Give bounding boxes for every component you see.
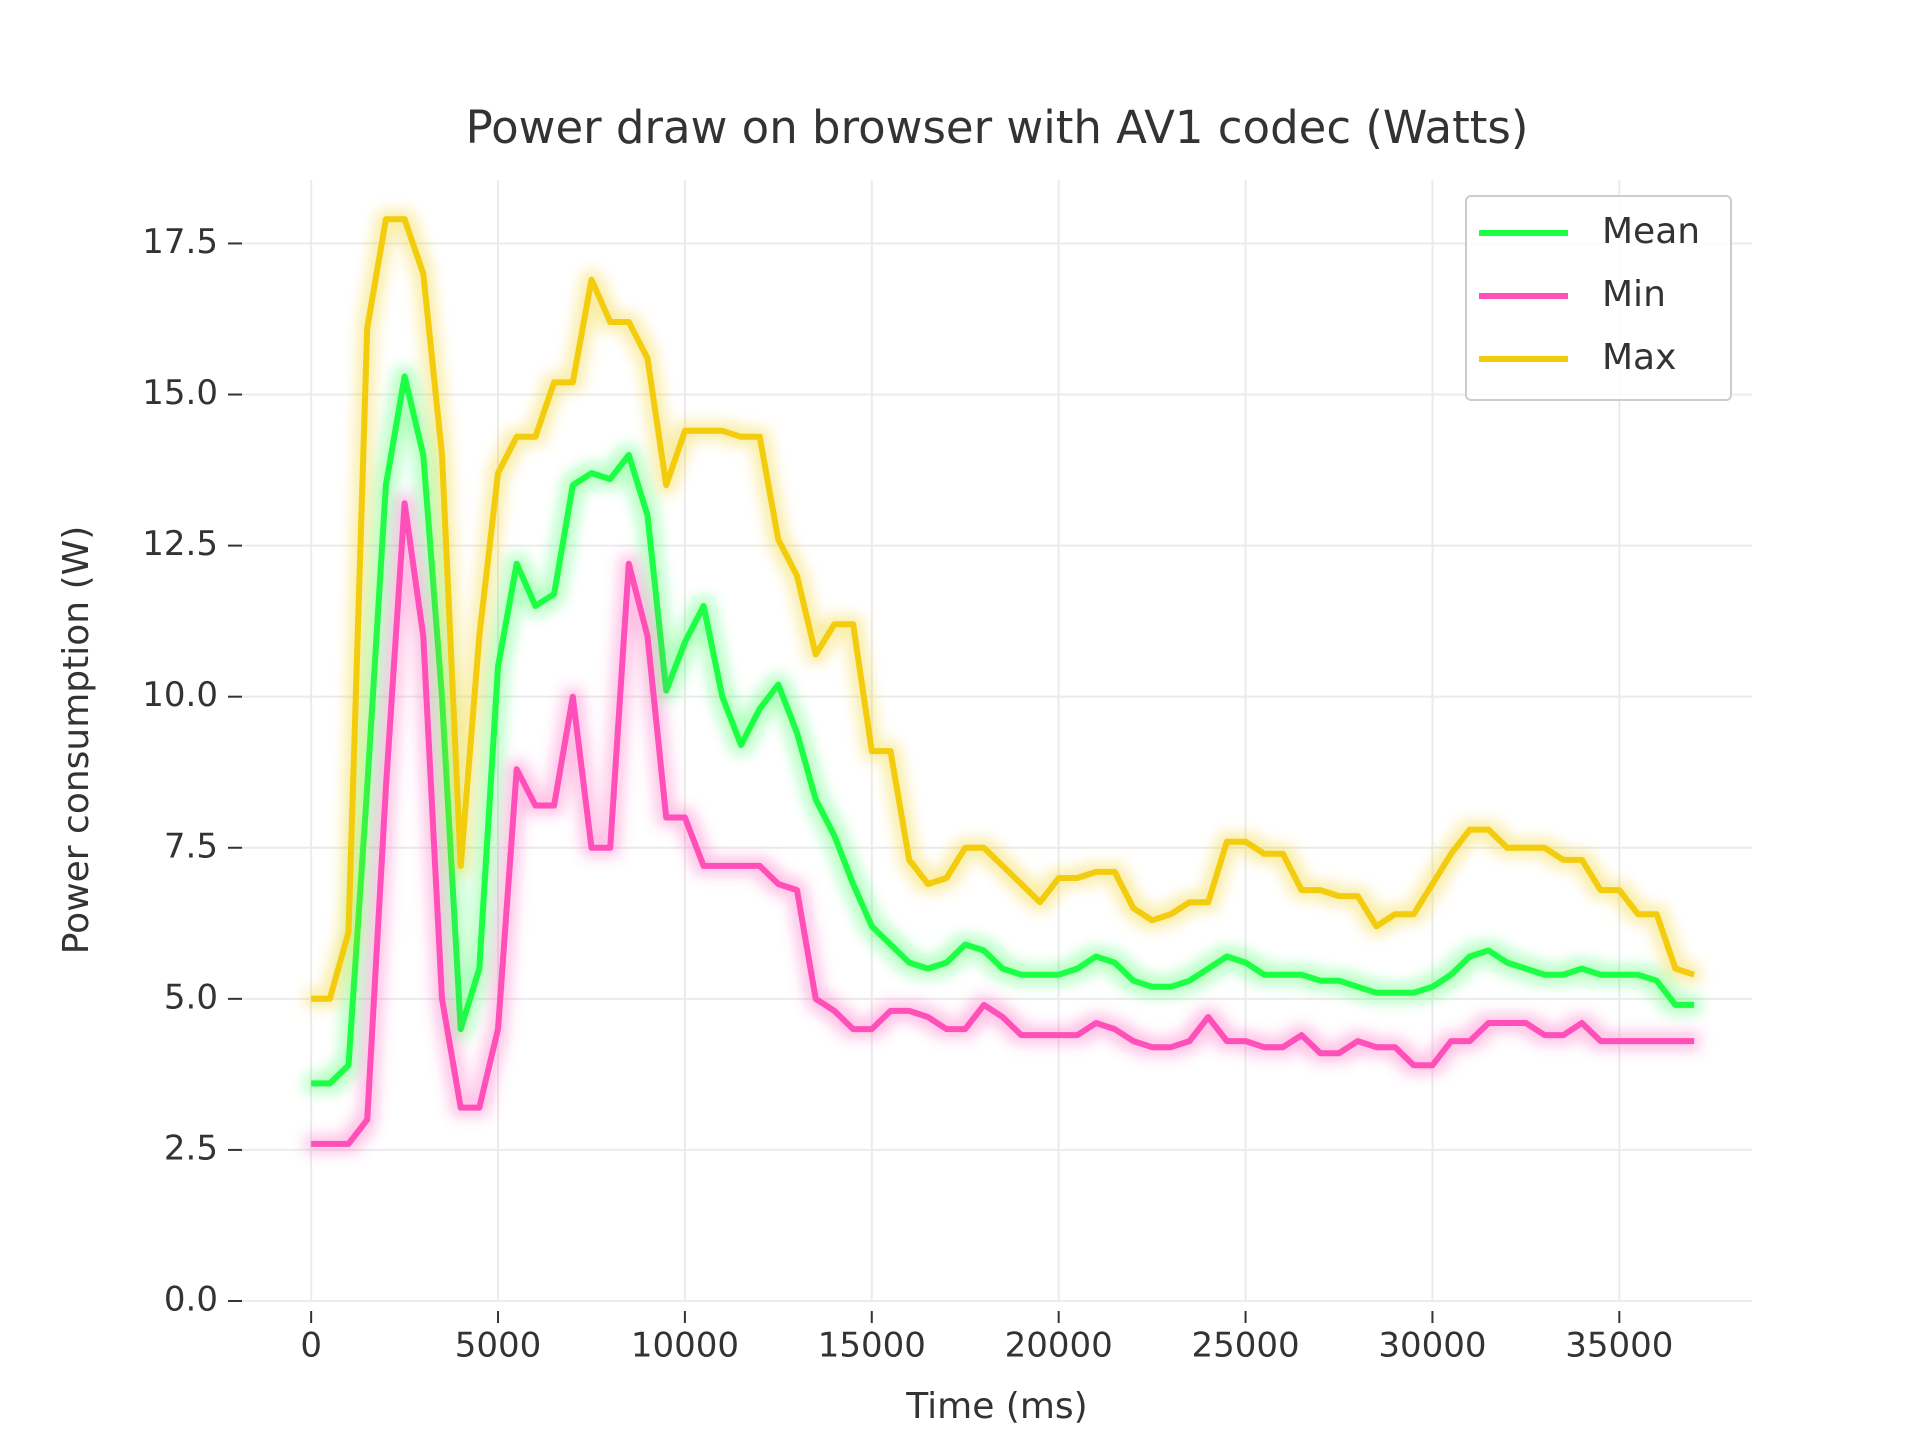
legend-label: Min xyxy=(1602,274,1666,315)
x-tick-label: 25000 xyxy=(1191,1326,1299,1366)
x-tick-label: 0 xyxy=(300,1326,322,1366)
x-tick-label: 5000 xyxy=(455,1326,542,1366)
y-tick-label: 0.0 xyxy=(164,1280,218,1320)
y-tick-label: 17.5 xyxy=(142,222,218,262)
series-line xyxy=(311,373,1695,1087)
chart-title: Power draw on browser with AV1 codec (Wa… xyxy=(466,101,1529,154)
y-tick-label: 10.0 xyxy=(142,675,218,715)
series-line xyxy=(311,216,1696,1002)
legend-frame xyxy=(1465,195,1732,401)
y-tick-label: 5.0 xyxy=(164,977,218,1017)
y-tick-label: 7.5 xyxy=(164,826,218,866)
y-axis-label: Power consumption (W) xyxy=(56,526,97,955)
x-tick-label: 30000 xyxy=(1378,1326,1486,1366)
legend: Mean Min Max xyxy=(1465,195,1732,401)
x-tick-label: 15000 xyxy=(818,1326,926,1366)
y-tick-label: 15.0 xyxy=(142,373,218,413)
legend-label: Max xyxy=(1602,337,1676,378)
x-axis-label: Time (ms) xyxy=(905,1386,1087,1427)
x-tick-label: 20000 xyxy=(1005,1326,1113,1366)
y-tick-label: 2.5 xyxy=(164,1128,218,1168)
x-tick-label: 35000 xyxy=(1565,1326,1673,1366)
x-tick-label: 10000 xyxy=(631,1326,739,1366)
series-line xyxy=(311,500,1695,1147)
y-tick-label: 12.5 xyxy=(142,524,218,564)
legend-label: Mean xyxy=(1602,211,1700,252)
